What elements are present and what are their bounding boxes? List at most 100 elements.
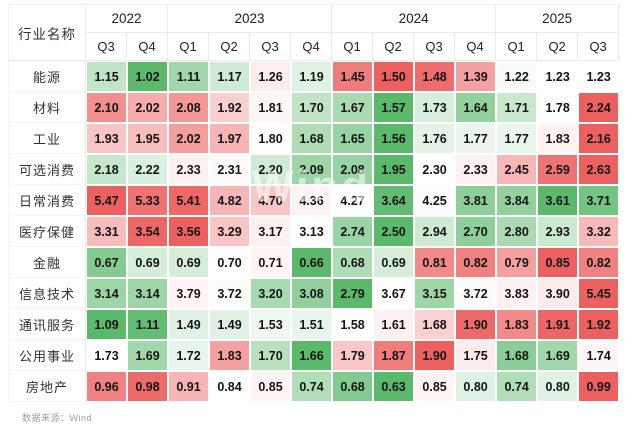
heatmap-cell: 0.91	[168, 371, 210, 402]
heatmap-cell: 3.79	[168, 278, 210, 309]
row-label: 材料	[8, 92, 86, 123]
row-label: 日常消费	[8, 185, 86, 216]
quarter-header: Q3	[86, 33, 127, 61]
heatmap-cell: 0.74	[291, 371, 333, 402]
heatmap-cell: 0.68	[332, 247, 374, 278]
heatmap-cell: 3.15	[414, 278, 456, 309]
heatmap-cell: 0.63	[373, 371, 415, 402]
quarter-header: Q1	[496, 33, 538, 61]
row-label: 房地产	[8, 371, 86, 402]
year-header: 2024	[332, 4, 497, 33]
heatmap-cell: 3.72	[455, 278, 497, 309]
heatmap-cell: 1.19	[291, 61, 333, 92]
heatmap-cell: 1.75	[455, 340, 497, 371]
heatmap-cell: 2.08	[332, 154, 374, 185]
heatmap-cell: 1.66	[291, 340, 333, 371]
heatmap-cell: 5.45	[578, 278, 620, 309]
heatmap-cell: 1.11	[127, 309, 169, 340]
heatmap-cell: 0.96	[86, 371, 127, 402]
year-header-row: 行业名称 2022 2023 2024 2025	[8, 4, 620, 61]
table-row: 通讯服务 1.09 1.11 1.49 1.49 1.53 1.51 1.58 1.61 1.68…	[8, 309, 620, 340]
heatmap-cell: 0.81	[414, 247, 456, 278]
quarter-header: Q3	[414, 33, 456, 61]
heatmap-cell: 0.69	[127, 247, 169, 278]
heatmap-cell: 0.85	[250, 371, 292, 402]
heatmap-cell: 0.85	[414, 371, 456, 402]
row-label: 工业	[8, 123, 86, 154]
heatmap-cell: 1.61	[373, 309, 415, 340]
heatmap-cell: 3.13	[291, 216, 333, 247]
heatmap-cell: 2.45	[496, 154, 538, 185]
heatmap-cell: 3.31	[86, 216, 127, 247]
heatmap-cell: 3.17	[250, 216, 292, 247]
heatmap-cell: 2.59	[537, 154, 579, 185]
heatmap-cell: 1.39	[455, 61, 497, 92]
heatmap-cell: 2.93	[537, 216, 579, 247]
year-header: 2023	[168, 4, 333, 33]
quarter-header: Q1	[332, 33, 374, 61]
heatmap-cell: 1.73	[414, 92, 456, 123]
heatmap-cell: 1.64	[455, 92, 497, 123]
heatmap-cell: 3.84	[496, 185, 538, 216]
heatmap-cell: 1.77	[455, 123, 497, 154]
heatmap-cell: 2.70	[455, 216, 497, 247]
heatmap-cell: 3.90	[537, 278, 579, 309]
heatmap-cell: 1.70	[250, 340, 292, 371]
heatmap-cell: 4.36	[291, 185, 333, 216]
industry-heatmap-table: 行业名称 2022 2023 2024 2025 Q3 Q4 Q1 Q2 Q3 Q4 Q1 Q2 Q3 Q4…	[8, 4, 620, 402]
heatmap-cell: 3.61	[537, 185, 579, 216]
heatmap-cell: 2.79	[332, 278, 374, 309]
heatmap-cell: 2.33	[168, 154, 210, 185]
heatmap-cell: 1.92	[578, 309, 620, 340]
heatmap-cell: 0.98	[127, 371, 169, 402]
year-header: 2022	[86, 4, 169, 33]
heatmap-cell: 2.94	[414, 216, 456, 247]
heatmap-cell: 2.10	[86, 92, 127, 123]
heatmap-cell: 1.71	[496, 92, 538, 123]
heatmap-cell: 1.23	[537, 61, 579, 92]
heatmap-cell: 1.68	[496, 340, 538, 371]
quarter-header: Q4	[455, 33, 497, 61]
heatmap-cell: 1.83	[209, 340, 251, 371]
heatmap-cell: 0.99	[578, 371, 620, 402]
quarter-header: Q1	[168, 33, 210, 61]
heatmap-cell: 3.56	[168, 216, 210, 247]
heatmap-cell: 1.77	[496, 123, 538, 154]
table-row: 金融 0.67 0.69 0.69 0.70 0.71 0.66 0.68 0.69 0.81 0.…	[8, 247, 620, 278]
heatmap-cell: 1.58	[332, 309, 374, 340]
year-header: 2025	[496, 4, 620, 33]
heatmap-cell: 1.92	[209, 92, 251, 123]
heatmap-cell: 1.49	[168, 309, 210, 340]
heatmap-cell: 1.26	[250, 61, 292, 92]
heatmap-cell: 3.81	[455, 185, 497, 216]
corner-label: 行业名称	[8, 4, 86, 61]
heatmap-cell: 1.51	[291, 309, 333, 340]
heatmap-cell: 3.08	[291, 278, 333, 309]
row-label: 医疗保健	[8, 216, 86, 247]
quarter-header: Q4	[291, 33, 333, 61]
heatmap-cell: 5.41	[168, 185, 210, 216]
heatmap-cell: 3.14	[86, 278, 127, 309]
heatmap-cell: 1.02	[127, 61, 169, 92]
row-label: 可选消费	[8, 154, 86, 185]
heatmap-cell: 1.95	[373, 154, 415, 185]
heatmap-cell: 1.57	[373, 92, 415, 123]
table-row: 医疗保健 3.31 3.54 3.56 3.29 3.17 3.13 2.74 2.50 2.94…	[8, 216, 620, 247]
heatmap-cell: 1.87	[373, 340, 415, 371]
heatmap-cell: 1.72	[168, 340, 210, 371]
quarter-header: Q4	[127, 33, 169, 61]
heatmap-cell: 1.23	[578, 61, 620, 92]
quarter-header: Q3	[250, 33, 292, 61]
heatmap-cell: 2.08	[168, 92, 210, 123]
heatmap-cell: 2.50	[373, 216, 415, 247]
heatmap-cell: 2.63	[578, 154, 620, 185]
heatmap-cell: 1.65	[332, 123, 374, 154]
heatmap-cell: 0.82	[455, 247, 497, 278]
heatmap-cell: 3.67	[373, 278, 415, 309]
heatmap-cell: 3.71	[578, 185, 620, 216]
heatmap-cell: 0.67	[86, 247, 127, 278]
heatmap-cell: 1.15	[86, 61, 127, 92]
heatmap-cell: 1.90	[414, 340, 456, 371]
heatmap-cell: 1.90	[455, 309, 497, 340]
heatmap-cell: 2.33	[455, 154, 497, 185]
